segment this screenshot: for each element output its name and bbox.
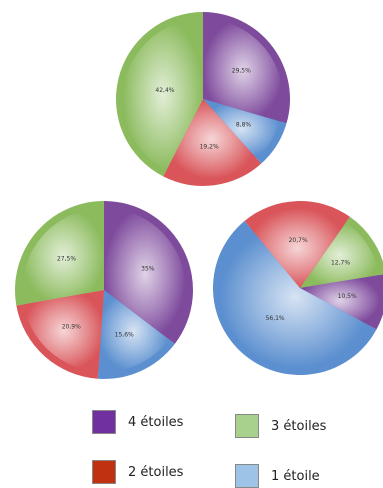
pie-3-slice-3-etoiles [300, 222, 379, 288]
pie-2-label-4-etoiles: 35% [141, 265, 155, 272]
legend-item-3-etoiles: 3 étoiles [235, 414, 326, 438]
legend-item-2-etoiles: 2 étoiles [92, 460, 183, 484]
legend-label-3-etoiles: 3 étoiles [271, 418, 327, 434]
pie-chart-1: 29,5% 8,8% 19,2% 42,4% [116, 12, 290, 186]
pie-3-slice-4-etoiles [300, 275, 381, 327]
pie-2-slice-4-etoiles [104, 208, 186, 340]
pie-2-label-3-etoiles: 27,5% [57, 256, 76, 263]
legend-swatch-2-etoiles [92, 460, 116, 484]
legend-label-4-etoiles: 4 étoiles [128, 414, 184, 430]
pie-3-label-3-etoiles: 12,7% [331, 260, 350, 267]
pie-3-slice-1-etoile [219, 226, 371, 369]
pie-charts: 29,5% 8,8% 19,2% 42,4% 35% 15,6% 20,9% 27,5% 12,… [15, 12, 383, 380]
pie-1-label-3-etoiles: 42,4% [155, 87, 174, 94]
pie-2-label-1-etoile: 15,6% [115, 332, 134, 339]
pie-3-slice-2-etoiles [249, 207, 346, 288]
pie-1-slice-2-etoiles [166, 99, 257, 180]
legend-item-4-etoiles: 4 étoiles [92, 410, 183, 434]
pie-chart-2: 35% 15,6% 20,9% 27,5% [15, 201, 194, 380]
pie-3-label-2-etoiles: 20,7% [289, 237, 308, 244]
pie-1-slice-3-etoiles [122, 18, 203, 171]
legend-swatch-3-etoiles [235, 414, 259, 438]
pie-1-label-4-etoiles: 29,5% [232, 67, 251, 74]
pie-3-label-4-etoiles: 10,5% [338, 293, 357, 300]
pie-2-label-2-etoiles: 20,9% [62, 323, 81, 330]
legend-swatch-1-etoile [235, 464, 259, 488]
pie-1-label-2-etoiles: 19,2% [200, 143, 219, 150]
legend-label-2-etoiles: 2 étoiles [128, 464, 184, 480]
pie-1-label-1-etoile: 8,8% [236, 121, 252, 128]
legend-label-1-etoile: 1 étoile [271, 468, 320, 484]
pie-2-slice-3-etoiles [22, 208, 104, 305]
legend-swatch-4-etoiles [92, 410, 116, 434]
pie-chart-3: 12,7% 10,5% 56,1% 20,7% [212, 201, 383, 376]
legend: 4 étoiles 3 étoiles 2 étoiles 1 étoile [92, 404, 362, 488]
pie-1-slice-4-etoiles [203, 18, 284, 122]
legend-item-1-etoile: 1 étoile [235, 464, 320, 488]
pie-3-label-1-etoile: 56,1% [266, 315, 285, 322]
pie-2-slice-2-etoiles [23, 290, 105, 372]
pie-1-slice-1-etoile [203, 99, 280, 159]
pie-2-slice-1-etoile [98, 290, 170, 372]
